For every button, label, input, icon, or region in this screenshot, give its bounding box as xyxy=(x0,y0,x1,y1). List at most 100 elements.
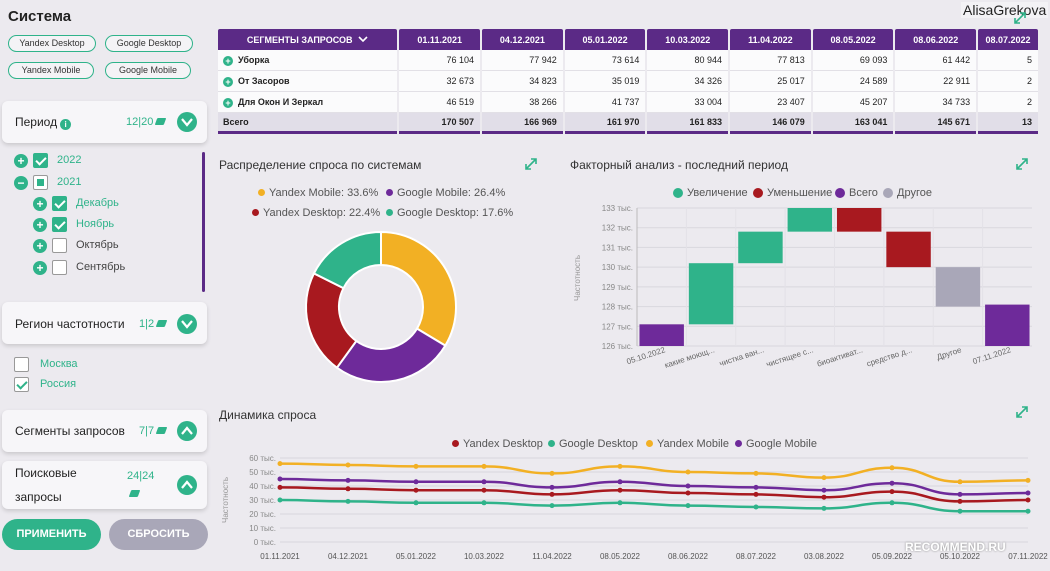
waterfall-bar[interactable] xyxy=(688,263,734,325)
line-point[interactable] xyxy=(957,508,963,514)
apply-button[interactable]: ПРИМЕНИТЬ xyxy=(2,519,101,550)
pie-legend-item[interactable]: Google Mobile: 26.4% xyxy=(386,187,505,199)
line-point[interactable] xyxy=(685,503,691,509)
line-point[interactable] xyxy=(413,500,419,506)
line-point[interactable] xyxy=(821,475,827,481)
line-series-yandex-desktop[interactable] xyxy=(279,486,1029,503)
eraser-icon[interactable] xyxy=(155,320,168,327)
expand-plus-icon[interactable]: + xyxy=(223,76,233,87)
segments-toggle-button[interactable] xyxy=(177,421,197,441)
line-point[interactable] xyxy=(617,463,623,469)
expand-plus-icon[interactable]: + xyxy=(223,55,233,66)
collapse-minus-icon[interactable]: − xyxy=(14,176,28,190)
waterfall-bar[interactable] xyxy=(639,324,684,346)
pie-legend-item[interactable]: Google Desktop: 17.6% xyxy=(386,207,513,219)
pie-legend-item[interactable]: Yandex Desktop: 22.4% xyxy=(252,207,380,219)
line-point[interactable] xyxy=(1025,477,1031,483)
pie-slice-google-mobile[interactable] xyxy=(335,327,447,383)
line-point[interactable] xyxy=(617,500,623,506)
reset-button[interactable]: СБРОСИТЬ xyxy=(109,519,208,550)
line-point[interactable] xyxy=(821,505,827,511)
expand-icon[interactable] xyxy=(525,158,537,170)
line-point[interactable] xyxy=(617,487,623,493)
line-point[interactable] xyxy=(345,477,351,483)
waterfall-bar[interactable] xyxy=(836,208,882,232)
eraser-icon[interactable] xyxy=(128,490,141,497)
chevron-down-icon[interactable] xyxy=(358,35,369,43)
line-series-google-desktop[interactable] xyxy=(279,498,1028,513)
line-point[interactable] xyxy=(617,479,623,485)
line-point[interactable] xyxy=(481,479,487,485)
waterfall-legend-item[interactable]: Увеличение xyxy=(673,187,748,199)
line-point[interactable] xyxy=(277,461,283,467)
line-point[interactable] xyxy=(889,480,895,486)
waterfall-legend-item[interactable]: Другое xyxy=(883,187,932,199)
line-point[interactable] xyxy=(1025,497,1031,503)
date-column-header[interactable]: 10.03.2022 xyxy=(647,29,729,50)
waterfall-bar[interactable] xyxy=(738,231,783,264)
segments-filter-card[interactable]: Сегменты запросов 7|7 xyxy=(2,410,207,452)
line-legend-item[interactable]: Yandex Desktop xyxy=(452,438,543,450)
line-point[interactable] xyxy=(1025,508,1031,514)
line-point[interactable] xyxy=(753,491,759,497)
period-filter-card[interactable]: Период i 12|20 xyxy=(2,101,207,143)
queries-toggle-button[interactable] xyxy=(177,475,197,495)
period-checkbox[interactable] xyxy=(52,260,67,275)
date-column-header[interactable]: 04.12.2021 xyxy=(482,29,563,50)
period-checkbox[interactable] xyxy=(33,153,48,168)
line-point[interactable] xyxy=(957,498,963,504)
region-checkbox[interactable] xyxy=(14,357,29,372)
line-point[interactable] xyxy=(345,462,351,468)
line-point[interactable] xyxy=(481,463,487,469)
system-chip-yandex-mobile[interactable]: Yandex Mobile xyxy=(8,62,94,79)
table-row[interactable]: + От Засоров 32 673 34 823 35 019 34 326 25 01… xyxy=(218,71,1038,92)
line-point[interactable] xyxy=(753,470,759,476)
line-legend-item[interactable]: Google Desktop xyxy=(548,438,638,450)
line-point[interactable] xyxy=(889,465,895,471)
line-point[interactable] xyxy=(549,470,555,476)
table-row[interactable]: + Для Окон И Зеркал 46 519 38 266 41 737 33 0… xyxy=(218,92,1038,113)
line-series-yandex-mobile[interactable] xyxy=(279,462,1029,484)
line-point[interactable] xyxy=(549,503,555,509)
line-series-google-mobile[interactable] xyxy=(279,477,1029,496)
waterfall-legend-item[interactable]: Всего xyxy=(835,187,878,199)
line-point[interactable] xyxy=(957,491,963,497)
waterfall-bar[interactable] xyxy=(935,267,981,307)
period-toggle-button[interactable] xyxy=(177,112,197,132)
date-column-header[interactable]: 08.07.2022 xyxy=(978,29,1038,50)
line-point[interactable] xyxy=(481,500,487,506)
expand-icon[interactable] xyxy=(1014,12,1026,24)
region-checkbox[interactable] xyxy=(14,377,29,392)
expand-plus-icon[interactable]: + xyxy=(33,197,47,211)
line-point[interactable] xyxy=(549,491,555,497)
line-legend-item[interactable]: Google Mobile xyxy=(735,438,817,450)
period-checkbox[interactable] xyxy=(33,175,48,190)
region-toggle-button[interactable] xyxy=(177,314,197,334)
system-chip-google-desktop[interactable]: Google Desktop xyxy=(105,35,193,52)
line-point[interactable] xyxy=(549,484,555,490)
table-row[interactable]: + Уборка 76 104 77 942 73 614 80 944 77 813 69 … xyxy=(218,50,1038,71)
line-point[interactable] xyxy=(277,497,283,503)
date-column-header[interactable]: 08.06.2022 xyxy=(895,29,977,50)
period-checkbox[interactable] xyxy=(52,196,67,211)
expand-plus-icon[interactable]: + xyxy=(223,97,233,108)
expand-plus-icon[interactable]: + xyxy=(33,261,47,275)
date-column-header[interactable]: 08.05.2022 xyxy=(812,29,894,50)
line-point[interactable] xyxy=(481,487,487,493)
line-legend-item[interactable]: Yandex Mobile xyxy=(646,438,729,450)
line-point[interactable] xyxy=(957,479,963,485)
line-point[interactable] xyxy=(277,476,283,482)
expand-plus-icon[interactable]: + xyxy=(33,218,47,232)
waterfall-bar[interactable] xyxy=(787,208,833,232)
queries-filter-card[interactable]: Поисковые запросы 24|24 xyxy=(2,461,207,509)
line-point[interactable] xyxy=(345,498,351,504)
info-icon[interactable]: i xyxy=(60,119,72,130)
system-chip-google-mobile[interactable]: Google Mobile xyxy=(105,62,191,79)
line-point[interactable] xyxy=(821,494,827,500)
expand-icon[interactable] xyxy=(1016,406,1028,418)
waterfall-legend-item[interactable]: Уменьшение xyxy=(753,187,832,199)
date-column-header[interactable]: 11.04.2022 xyxy=(730,29,811,50)
line-point[interactable] xyxy=(889,489,895,495)
expand-icon[interactable] xyxy=(1016,158,1028,170)
line-point[interactable] xyxy=(413,479,419,485)
